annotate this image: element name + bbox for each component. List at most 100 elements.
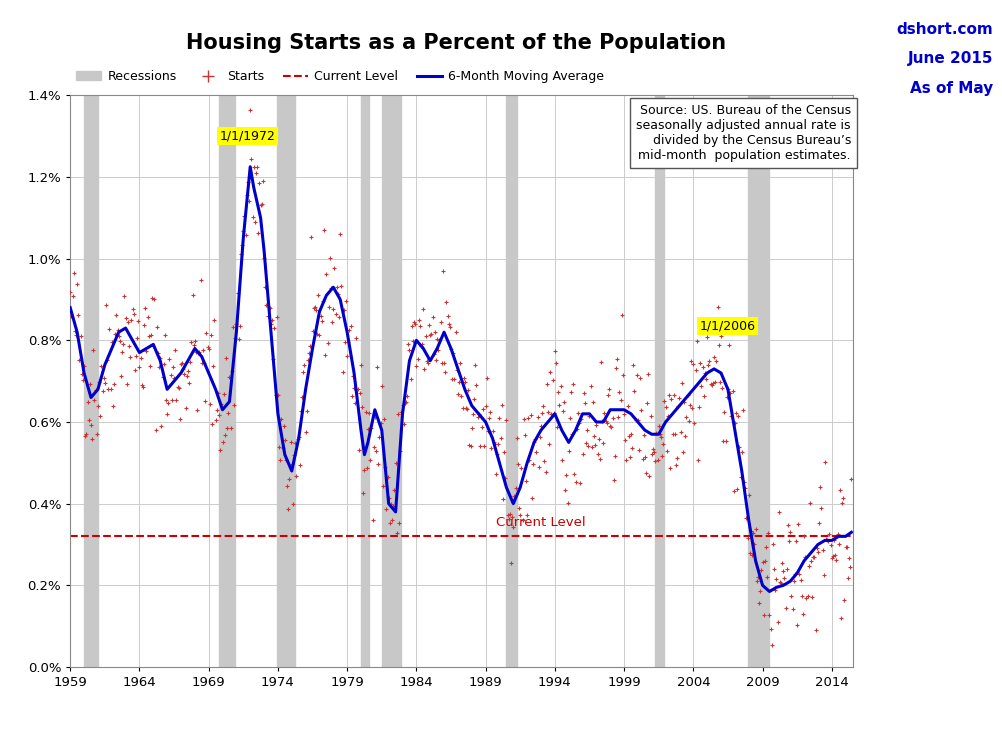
Starts [542,366,558,377]
Starts [540,438,556,449]
Starts [159,408,175,420]
Starts [750,597,767,609]
Starts [699,358,715,370]
Starts [122,351,138,363]
Starts [613,309,629,321]
Starts [205,360,221,372]
Starts [655,395,671,407]
Starts [438,296,454,308]
Starts [95,372,111,383]
Starts [370,458,386,470]
Starts [697,373,713,385]
Starts [743,549,760,561]
Starts [763,638,779,650]
Starts [76,360,92,372]
Starts [577,437,593,449]
Starts [559,497,575,509]
Starts [468,379,484,391]
Starts [459,403,475,415]
Starts [505,521,521,533]
Starts [391,517,407,528]
Starts [330,288,346,300]
Starts [305,325,321,337]
Starts [301,347,317,359]
Starts [494,493,510,504]
Starts [484,426,500,438]
Starts [780,519,796,531]
Starts [322,252,338,264]
Starts [115,338,131,350]
Starts [805,552,821,564]
Starts [778,563,794,575]
Starts [473,411,489,423]
Starts [311,330,327,342]
Starts [309,328,325,339]
Starts [106,377,122,389]
Starts [744,527,761,539]
Starts [445,347,461,359]
Starts [261,301,277,313]
Starts [269,311,285,323]
Starts [701,377,717,389]
Starts [198,327,214,339]
Starts [264,314,280,326]
Starts [244,211,261,223]
Starts [130,314,146,326]
Starts [590,433,606,445]
Starts [151,361,167,373]
Starts [458,402,474,413]
Starts [416,363,432,375]
Starts [475,404,491,416]
Starts [447,326,463,338]
Starts [789,619,805,631]
Starts [74,368,90,380]
Starts [432,316,448,328]
Starts [772,577,788,589]
Starts [144,292,160,304]
Starts [207,414,223,426]
Starts [443,343,459,355]
Starts [736,482,753,494]
Text: June 2015: June 2015 [907,51,992,66]
Starts [201,398,217,410]
Starts [815,569,831,581]
Starts [659,410,675,422]
Starts [284,459,300,471]
Starts [666,429,682,441]
Starts [372,417,388,429]
Starts [161,353,177,364]
Starts [114,346,130,358]
Starts [716,435,732,447]
Starts [401,344,417,356]
Starts [657,401,673,413]
Starts [620,430,636,441]
Starts [212,445,228,457]
Starts [520,412,536,424]
Starts [678,388,694,400]
Starts [285,498,301,509]
Starts [101,323,117,334]
Starts [123,314,139,325]
Starts [199,342,215,353]
Starts [735,476,752,487]
Starts [715,406,731,418]
Starts [843,473,859,485]
Starts [70,309,86,321]
Starts [677,412,693,424]
Starts [728,483,744,495]
Starts [489,448,505,460]
Starts [529,411,545,423]
Starts [582,380,598,392]
Starts [662,393,678,405]
Starts [630,444,646,456]
Starts [129,333,145,345]
Starts [604,412,620,424]
Starts [163,394,179,406]
Starts [603,421,619,433]
Starts [383,498,399,510]
Starts [371,431,387,443]
Starts [465,408,481,419]
Starts [395,419,411,430]
Starts [179,365,195,377]
Starts [397,397,413,408]
